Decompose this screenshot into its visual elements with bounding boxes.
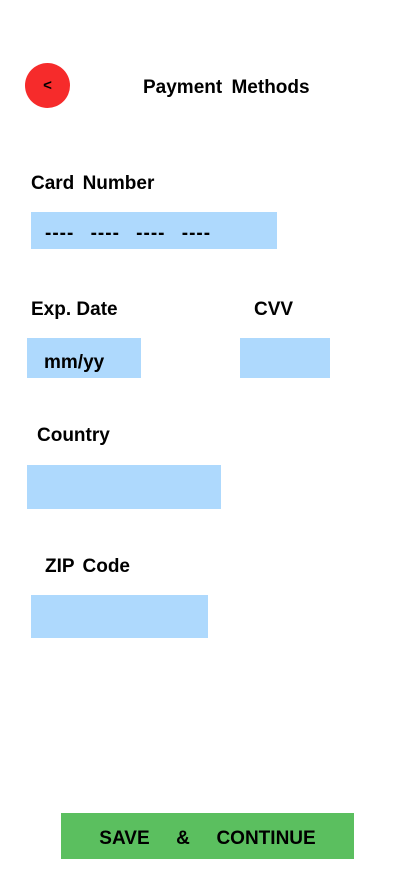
country-input[interactable]	[27, 465, 221, 509]
country-label: Country	[37, 425, 110, 446]
card-number-input[interactable]	[31, 212, 277, 249]
zip-code-input[interactable]	[31, 595, 208, 638]
exp-date-label: Exp. Date	[31, 299, 118, 320]
back-button[interactable]: <	[25, 63, 70, 108]
page-title: Payment Methods	[143, 77, 310, 98]
cvv-input[interactable]	[240, 338, 330, 378]
zip-code-label: ZIP Code	[45, 556, 130, 577]
save-and-continue-button[interactable]: SAVE & CONTINUE	[61, 813, 354, 859]
exp-date-input[interactable]	[27, 338, 141, 378]
cvv-label: CVV	[254, 299, 294, 320]
card-number-label: Card Number	[31, 173, 155, 194]
